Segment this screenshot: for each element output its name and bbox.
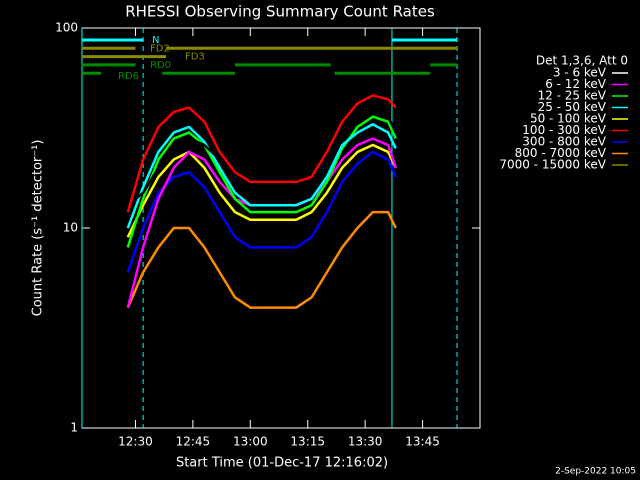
x-tick-label: 12:30	[118, 435, 153, 449]
legend-label: 25 - 50 keV	[538, 100, 607, 114]
series-line	[126, 94, 397, 213]
legend-label: 3 - 6 keV	[553, 66, 607, 80]
series-line	[126, 143, 397, 238]
legend-label: 800 - 7000 keV	[515, 146, 607, 160]
x-tick-label: 12:45	[176, 435, 211, 449]
x-tick-label: 13:15	[290, 435, 325, 449]
series-line	[127, 110, 397, 207]
x-tick-label: 13:00	[233, 435, 268, 449]
flag-label: FD3	[185, 52, 205, 63]
series-line	[126, 122, 397, 229]
series-line	[126, 115, 397, 248]
y-axis-label: Count Rate (s⁻¹ detector⁻¹)	[31, 140, 46, 317]
legend-label: 7000 - 15000 keV	[499, 158, 606, 172]
flag-label: N	[152, 35, 159, 46]
legend-label: 50 - 100 keV	[530, 112, 607, 126]
x-tick-label: 13:30	[348, 435, 383, 449]
y-tick-label: 1	[70, 421, 78, 435]
series-line	[126, 150, 397, 273]
flag-label: FD2	[150, 43, 170, 54]
x-axis-label: Start Time (01-Dec-17 12:16:02)	[176, 456, 388, 471]
chart-title: RHESSI Observing Summary Count Rates	[125, 3, 435, 21]
flag-label: RD0	[150, 60, 171, 71]
y-tick-label: 100	[55, 21, 78, 35]
legend-label: 100 - 300 keV	[522, 123, 606, 137]
plot-frame	[81, 27, 481, 429]
legend-label: 300 - 800 keV	[522, 135, 606, 149]
legend-label: 6 - 12 keV	[545, 77, 607, 91]
footer: 2-Sep-2022 10:05	[555, 467, 636, 477]
x-tick-label: 13:45	[405, 435, 440, 449]
legend-title: Det 1,3,6, Att 0	[536, 54, 628, 68]
flag-label: RD6	[118, 71, 139, 82]
y-tick-label: 10	[63, 221, 78, 235]
series-line	[126, 210, 397, 309]
legend-label: 12 - 25 keV	[538, 89, 607, 103]
